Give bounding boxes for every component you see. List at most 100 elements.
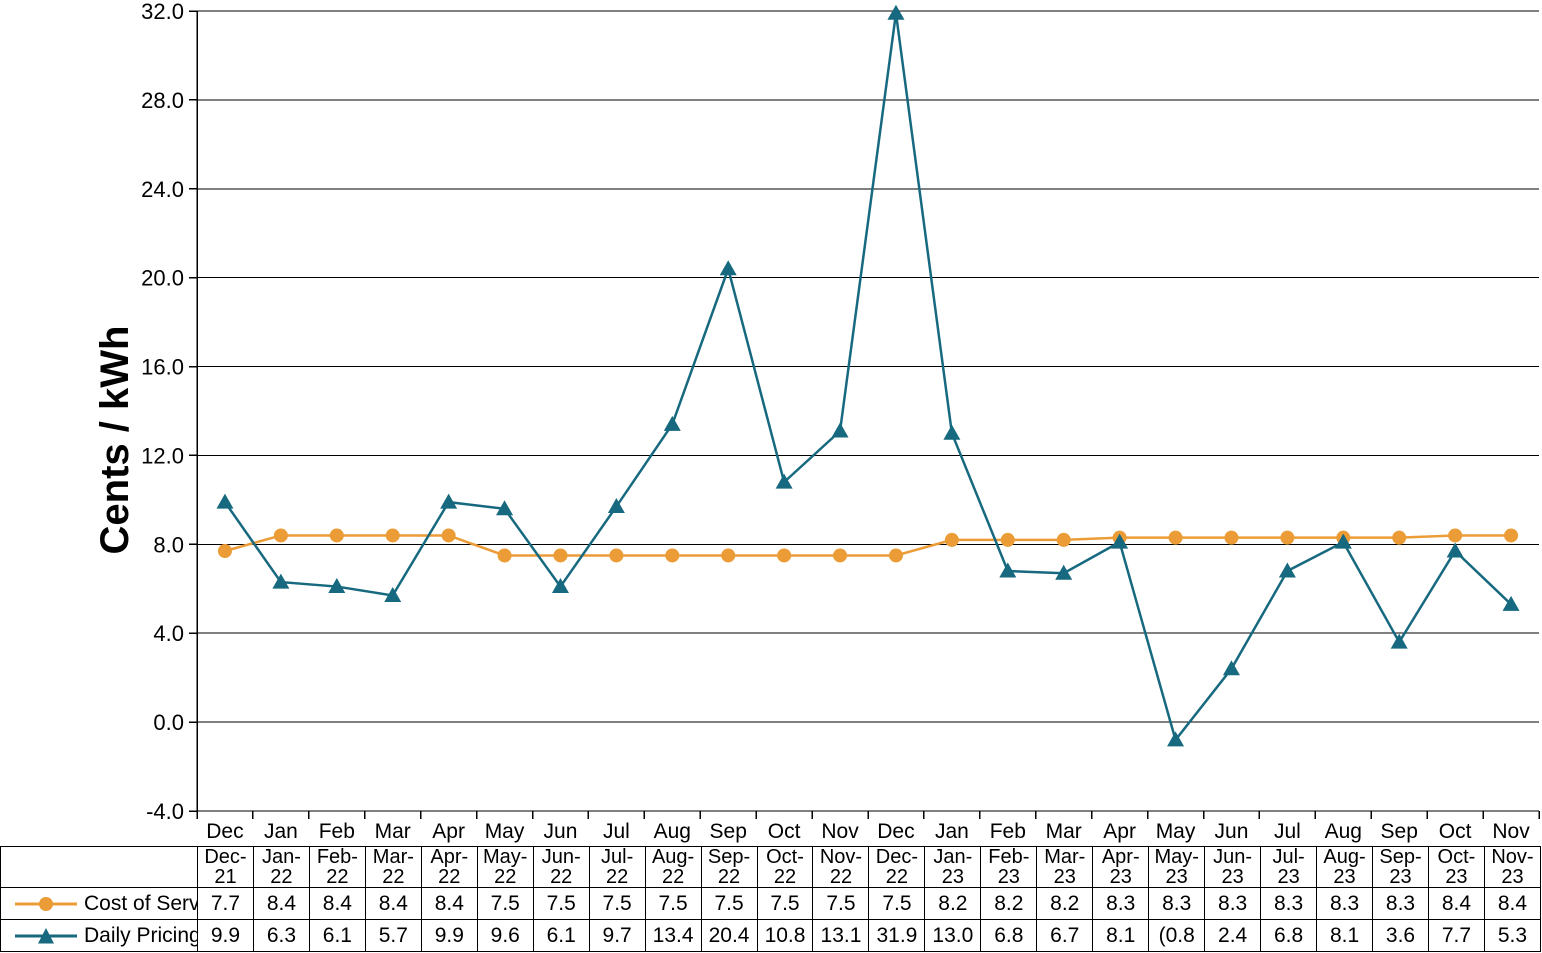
month-header-cell: Jul- 23 xyxy=(1260,846,1318,888)
table-corner-cell xyxy=(0,846,198,888)
table-header-row: Dec- 21 Jan- 22 Feb- 22 Mar- 22 Apr- 22 May- 22 Jun-… xyxy=(0,846,1542,888)
x-category-label: Dec xyxy=(206,820,243,843)
y-axis-ticks xyxy=(189,10,197,812)
value-cell: 2.4 xyxy=(1204,919,1262,952)
x-category-label: Sep xyxy=(710,820,747,843)
x-category-label: Jan xyxy=(264,820,298,843)
daily-pricing-row: Daily Pricing 9.9 6.3 6.1 5.7 9.9 9.6 6.1 9.7 13… xyxy=(0,919,1542,952)
value-cell: 8.4 xyxy=(252,887,310,920)
data-point-marker xyxy=(777,548,792,563)
month-header-cell: Jun- 23 xyxy=(1204,846,1262,888)
x-category-label: Jul xyxy=(1274,820,1301,843)
x-category-label: Jan xyxy=(935,820,969,843)
data-point-marker xyxy=(1224,530,1239,545)
data-point-marker xyxy=(1000,532,1015,547)
value-cell: 9.9 xyxy=(197,919,254,952)
value-cell: 7.5 xyxy=(868,887,926,920)
value-cell: 9.9 xyxy=(420,919,478,952)
data-point-marker xyxy=(1334,533,1352,549)
data-point-marker xyxy=(1222,660,1240,676)
value-cell: 7.5 xyxy=(812,887,870,920)
value-cell: 8.1 xyxy=(1092,919,1150,952)
data-point-marker xyxy=(497,548,512,563)
data-point-marker xyxy=(496,500,514,516)
x-category-label: Aug xyxy=(654,820,691,843)
value-cell: 13.4 xyxy=(644,919,702,952)
value-cell: 7.5 xyxy=(532,887,590,920)
data-point-marker xyxy=(1392,530,1407,545)
data-point-marker xyxy=(551,578,569,594)
data-point-marker xyxy=(888,548,903,563)
data-point-marker xyxy=(384,586,402,602)
value-cell: 9.7 xyxy=(588,919,646,952)
month-header-cell: Apr- 22 xyxy=(420,846,478,888)
data-point-marker xyxy=(943,424,961,440)
month-header-cell: Feb- 23 xyxy=(980,846,1038,888)
x-category-label: Apr xyxy=(432,820,465,843)
series-daily-pricing xyxy=(216,4,1520,747)
value-cell: 8.3 xyxy=(1092,887,1150,920)
value-cell: 8.1 xyxy=(1316,919,1374,952)
data-point-marker xyxy=(1056,532,1071,547)
value-cell: 7.7 xyxy=(1427,919,1485,952)
value-cell: 5.7 xyxy=(364,919,422,952)
data-point-marker xyxy=(999,562,1017,578)
value-cell: 3.6 xyxy=(1372,919,1429,952)
data-point-marker xyxy=(217,544,232,558)
x-category-label: Mar xyxy=(1046,820,1082,843)
data-point-marker xyxy=(216,493,234,509)
value-cell: 8.3 xyxy=(1260,887,1318,920)
value-cell: 7.5 xyxy=(588,887,646,920)
value-cell: 13.0 xyxy=(924,919,982,952)
x-axis-ticks xyxy=(196,811,1540,819)
y-tick-label: -4.0 xyxy=(146,799,184,824)
y-axis-title: Cents / kWh xyxy=(93,326,137,555)
legend-daily-pricing: Daily Pricing xyxy=(0,919,198,952)
x-category-label: Jul xyxy=(603,820,630,843)
month-header-cell: Jun- 22 xyxy=(532,846,590,888)
x-category-label: Dec xyxy=(877,820,914,843)
value-cell: 8.2 xyxy=(1036,887,1094,920)
data-point-marker xyxy=(775,473,793,489)
month-header-cell: Jul- 22 xyxy=(588,846,646,888)
gridlines xyxy=(197,10,1539,812)
value-cell: 10.8 xyxy=(756,919,814,952)
y-tick-label: 16.0 xyxy=(141,355,184,380)
data-point-marker xyxy=(441,528,456,543)
y-tick-label: 28.0 xyxy=(141,88,184,113)
month-header-cell: Dec- 21 xyxy=(197,846,254,888)
x-category-label: Mar xyxy=(375,820,411,843)
x-category-label: Feb xyxy=(319,820,355,843)
month-header-cell: May- 22 xyxy=(476,846,534,888)
month-header-cell: Feb- 22 xyxy=(308,846,366,888)
daily-pricing-line-marker-icon xyxy=(15,927,77,943)
y-tick-label: 8.0 xyxy=(153,532,184,557)
data-point-marker xyxy=(944,532,959,547)
value-cell: 8.4 xyxy=(420,887,478,920)
month-header-cell: May- 23 xyxy=(1148,846,1206,888)
month-header-cell: Aug- 23 xyxy=(1316,846,1374,888)
data-point-marker xyxy=(1448,528,1463,543)
x-category-label: Jun xyxy=(1215,820,1249,843)
month-header-cell: Oct- 22 xyxy=(756,846,814,888)
data-point-marker xyxy=(609,548,624,563)
x-category-label: Oct xyxy=(768,820,801,843)
value-cell: 8.3 xyxy=(1204,887,1262,920)
data-point-marker xyxy=(665,548,680,563)
value-cell: 7.7 xyxy=(197,887,254,920)
data-point-marker xyxy=(1390,633,1408,649)
value-cell: 7.5 xyxy=(756,887,814,920)
cost-of-service-line-marker-icon xyxy=(15,896,77,911)
data-point-marker xyxy=(1111,533,1129,549)
month-header-cell: Sep- 22 xyxy=(700,846,758,888)
value-cell: 8.2 xyxy=(924,887,982,920)
value-cell: 8.3 xyxy=(1316,887,1374,920)
data-point-marker xyxy=(719,260,737,276)
month-header-cell: Apr- 23 xyxy=(1092,846,1150,888)
data-point-marker xyxy=(663,415,681,431)
data-point-marker xyxy=(1280,530,1295,545)
y-tick-label: 4.0 xyxy=(153,621,184,646)
value-cell: 5.3 xyxy=(1483,919,1542,952)
value-cell: 8.3 xyxy=(1372,887,1429,920)
